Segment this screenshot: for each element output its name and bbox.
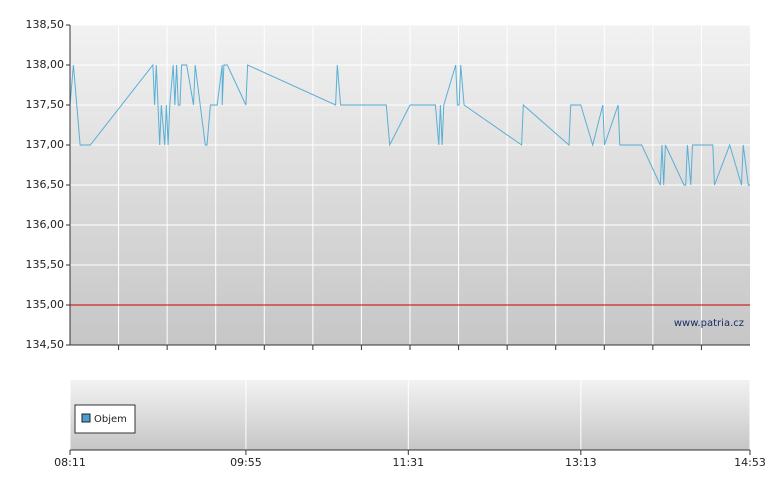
volume-background <box>70 380 750 450</box>
x-tick-label: 14:53 <box>734 456 766 469</box>
y-tick-label: 135,50 <box>26 258 65 271</box>
y-tick-label: 135,00 <box>26 298 65 311</box>
watermark: www.patria.cz <box>674 318 744 329</box>
legend-label: Objem <box>94 414 127 425</box>
x-tick-label: 08:11 <box>54 456 86 469</box>
price-line <box>69 63 750 186</box>
x-tick-label: 09:55 <box>230 456 262 469</box>
y-tick-label: 136,00 <box>26 218 65 231</box>
y-tick-label: 137,00 <box>26 138 65 151</box>
y-tick-label: 138,50 <box>26 18 65 31</box>
y-tick-label: 138,00 <box>26 58 65 71</box>
y-tick-label: 137,50 <box>26 98 65 111</box>
x-tick-label: 13:13 <box>565 456 597 469</box>
y-tick-label: 136,50 <box>26 178 65 191</box>
x-tick-label: 11:31 <box>392 456 424 469</box>
y-tick-label: 134,50 <box>26 338 65 351</box>
legend-swatch <box>81 413 91 423</box>
